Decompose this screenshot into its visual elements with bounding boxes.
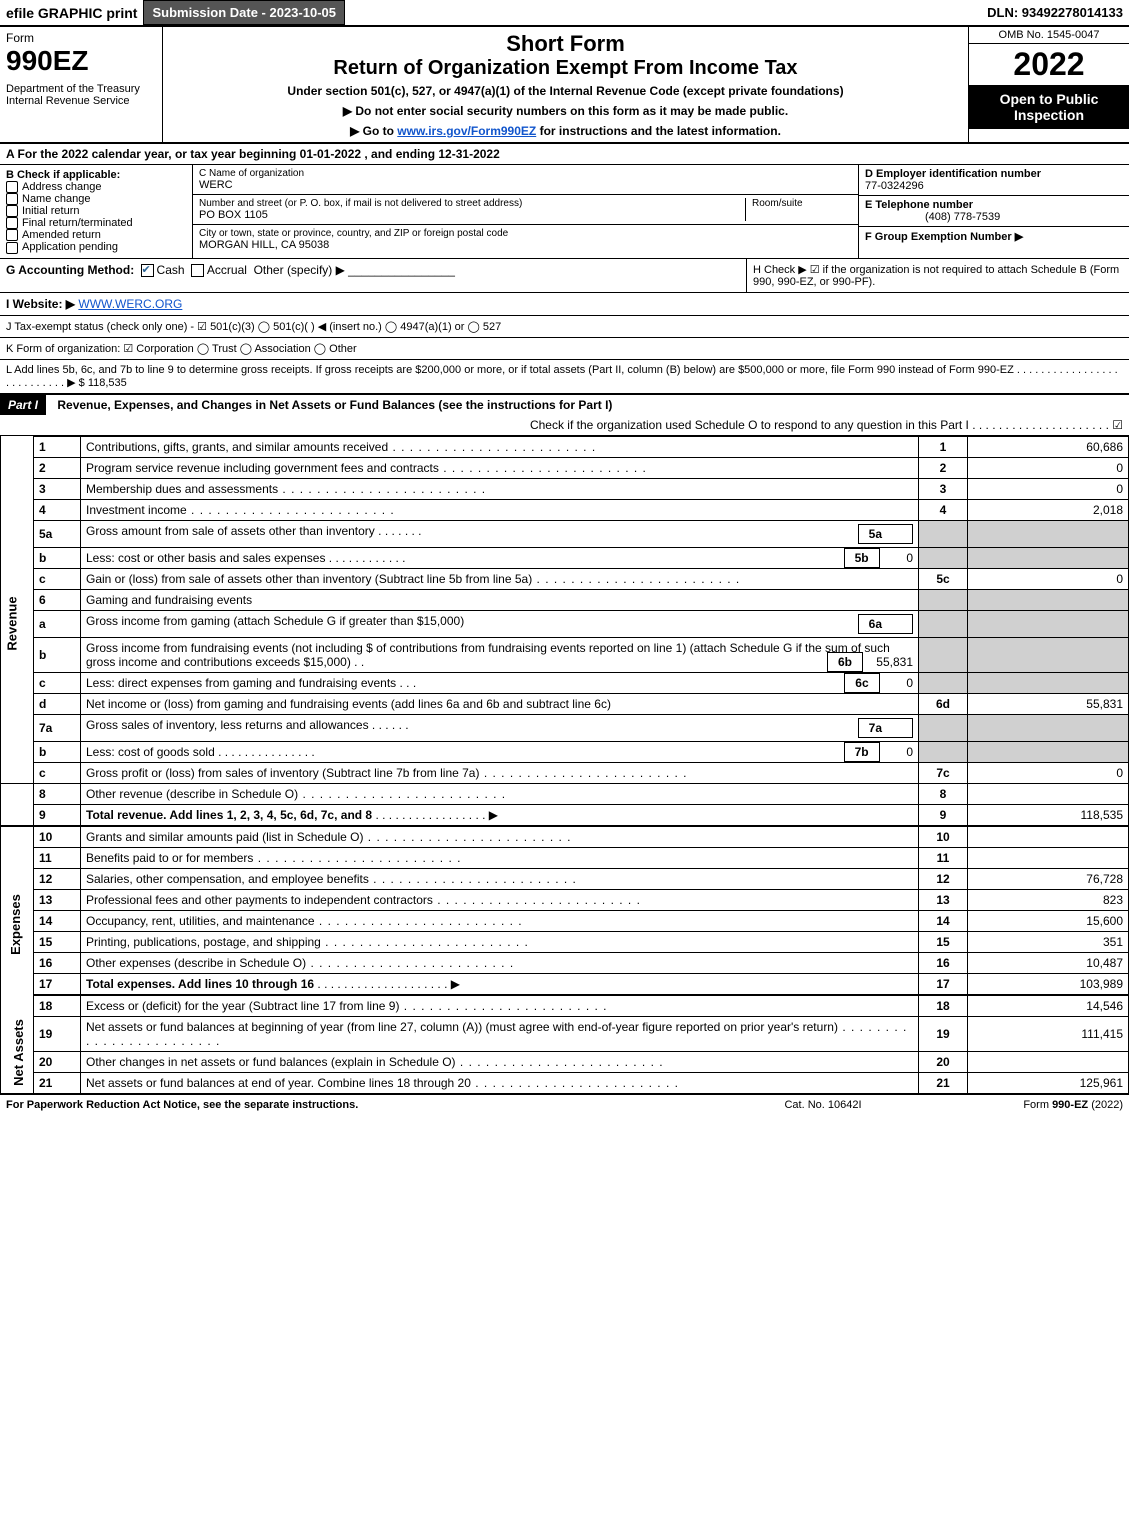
line-g: G Accounting Method: Cash Accrual Other … [0,259,746,292]
line-l: L Add lines 5b, 6c, and 7b to line 9 to … [0,360,1129,395]
chk-amended-return[interactable] [6,229,18,241]
chk-final-return[interactable] [6,217,18,229]
note-ssn: ▶ Do not enter social security numbers o… [167,104,964,118]
part1-check: Check if the organization used Schedule … [524,415,1129,435]
chk-initial-return[interactable] [6,205,18,217]
f-group-label: F Group Exemption Number ▶ [865,231,1023,243]
line-a: A For the 2022 calendar year, or tax yea… [0,144,1129,165]
netassets-section: Net Assets [11,1019,26,1086]
title-return: Return of Organization Exempt From Incom… [167,57,964,80]
d-ein-value: 77-0324296 [865,180,924,192]
c-room-label: Room/suite [752,198,852,209]
foot-catno: Cat. No. 10642I [723,1099,923,1111]
note-link: ▶ Go to www.irs.gov/Form990EZ for instru… [167,124,964,138]
part1-desc: Revenue, Expenses, and Changes in Net As… [49,395,620,415]
title-short-form: Short Form [167,31,964,57]
form-word: Form [6,31,156,45]
submission-date-button[interactable]: Submission Date - 2023-10-05 [143,0,345,25]
chk-cash[interactable] [141,264,154,277]
form-number: 990EZ [6,45,156,77]
website-link[interactable]: WWW.WERC.ORG [78,297,182,311]
part1-header: Part I Revenue, Expenses, and Changes in… [0,395,1129,436]
c-name-value: WERC [199,179,852,191]
line-j: J Tax-exempt status (check only one) - ☑… [0,316,1129,338]
efile-label: efile GRAPHIC print [0,1,143,25]
e-tel-label: E Telephone number [865,199,973,211]
chk-accrual[interactable] [191,264,204,277]
footer: For Paperwork Reduction Act Notice, see … [0,1094,1129,1115]
open-inspection: Open to Public Inspection [969,85,1129,129]
line-h: H Check ▶ ☑ if the organization is not r… [746,259,1129,292]
line-k: K Form of organization: ☑ Corporation ◯ … [0,338,1129,360]
subtitle: Under section 501(c), 527, or 4947(a)(1)… [167,84,964,98]
foot-paperwork: For Paperwork Reduction Act Notice, see … [6,1099,723,1111]
financial-table: Revenue 1Contributions, gifts, grants, a… [0,436,1129,1094]
section-c: C Name of organization WERC Number and s… [193,165,858,258]
omb-number: OMB No. 1545-0047 [969,27,1129,44]
form-header: Form 990EZ Department of the Treasury In… [0,27,1129,144]
irs-link[interactable]: www.irs.gov/Form990EZ [397,124,536,138]
c-city-value: MORGAN HILL, CA 95038 [199,239,852,251]
tax-year: 2022 [969,44,1129,85]
c-city-label: City or town, state or province, country… [199,228,852,239]
c-street-value: PO BOX 1105 [199,209,745,221]
e-tel-value: (408) 778-7539 [865,211,1000,223]
b-header: B Check if applicable: [6,169,186,181]
chk-name-change[interactable] [6,193,18,205]
expenses-section: Expenses [8,894,23,955]
c-street-label: Number and street (or P. O. box, if mail… [199,198,745,209]
chk-address-change[interactable] [6,181,18,193]
dln-label: DLN: 93492278014133 [981,1,1129,24]
dept-label: Department of the Treasury Internal Reve… [6,83,156,107]
revenue-section: Revenue [5,596,20,650]
section-b: B Check if applicable: Address change Na… [0,165,193,258]
foot-formid: Form 990-EZ (2022) [923,1099,1123,1111]
top-bar: efile GRAPHIC print Submission Date - 20… [0,0,1129,27]
part1-label: Part I [0,395,46,415]
d-ein-label: D Employer identification number [865,168,1041,180]
c-name-label: C Name of organization [199,168,852,179]
line-i: I Website: ▶ WWW.WERC.ORG [0,293,1129,316]
section-def: D Employer identification number77-03242… [858,165,1129,258]
chk-application-pending[interactable] [6,242,18,254]
